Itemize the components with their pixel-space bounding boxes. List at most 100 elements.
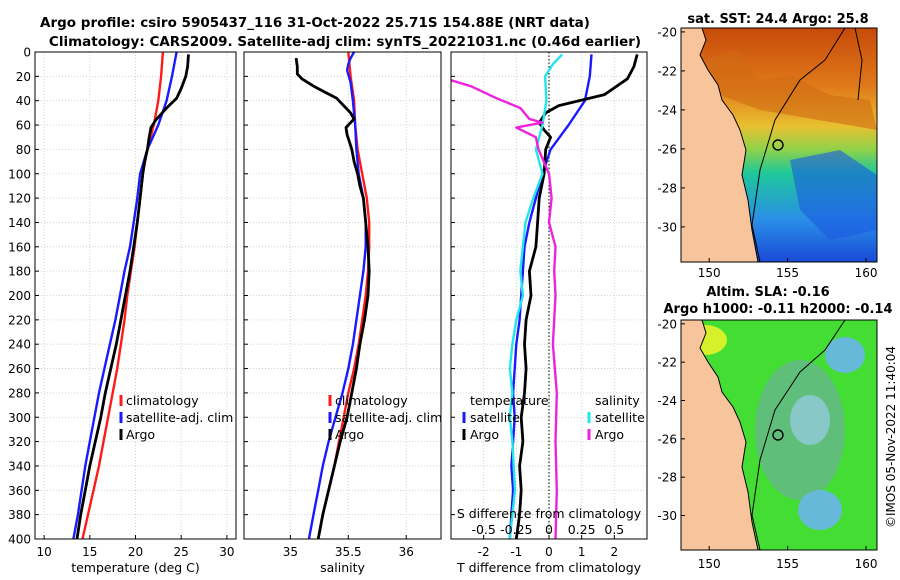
x-tick-label: -1: [510, 545, 522, 559]
s-tick-label: -0.25: [500, 522, 532, 537]
x-tick-label: 25: [174, 545, 189, 559]
y-tick-label: 380: [8, 508, 31, 522]
sla-land-mask: [681, 320, 759, 550]
series-line-t-argo: [514, 54, 639, 539]
series-line-satellite-adj-clim: [307, 52, 367, 539]
sla-low-core-3: [825, 337, 865, 373]
series-line-argo: [75, 54, 190, 539]
legend-label: climatology: [335, 393, 408, 408]
legend-label: satellite: [595, 410, 645, 425]
y-tick-label: 360: [8, 484, 31, 498]
sst-isobath-line-2: [854, 28, 863, 101]
legend-label: climatology: [126, 393, 199, 408]
sla-map-subtitle: Argo h1000: -0.11 h2000: -0.14: [663, 302, 892, 317]
map-y-tick-label: -30: [657, 220, 677, 234]
y-tick-label: 20: [16, 70, 31, 84]
sla-isobath-line: [751, 320, 846, 550]
s-tick-label: -0.5: [471, 522, 495, 537]
map-y-tick-label: -28: [657, 181, 677, 195]
sla-low-core: [790, 395, 830, 445]
map-y-tick-label: -24: [657, 394, 677, 408]
sst-cool-patch: [790, 150, 877, 240]
series-line-satellite-adj-clim: [72, 52, 178, 539]
sst-warm-patch: [705, 50, 877, 130]
y-tick-label: 340: [8, 459, 31, 473]
y-tick-label: 400: [8, 533, 31, 547]
map-y-tick-label: -20: [657, 317, 677, 331]
legend-label: Argo: [126, 427, 155, 442]
x-tick-label: 0: [545, 545, 553, 559]
sla-map: Altim. SLA: -0.16 Argo h1000: -0.11 h200…: [657, 285, 892, 571]
map-y-tick-label: -26: [657, 432, 677, 446]
x-tick-label: 10: [36, 545, 51, 559]
series-line-t-satellite: [508, 54, 593, 539]
map-y-tick-label: -28: [657, 471, 677, 485]
x-tick-label: 15: [82, 545, 97, 559]
title-line-1: Argo profile: csiro 5905437_116 31-Oct-2…: [40, 15, 590, 31]
map-x-tick-label: 160: [855, 557, 878, 571]
x-tick-label: 1: [578, 545, 586, 559]
map-y-tick-label: -22: [657, 64, 677, 78]
title-line-2: Climatology: CARS2009. Satellite-adj cli…: [49, 34, 641, 50]
x-tick-label: 35: [283, 545, 298, 559]
y-tick-label: 40: [16, 94, 31, 108]
sst-map-frame: [680, 27, 878, 263]
sla-low-core-2: [798, 490, 842, 530]
plot-frame: [450, 51, 648, 540]
s-tick-label: 0.25: [568, 522, 596, 537]
sst-land-mask: [681, 28, 759, 262]
map-x-tick-label: 150: [698, 557, 721, 571]
sla-profile-marker: [772, 429, 784, 441]
x-axis-label: T difference from climatology: [456, 560, 642, 575]
y-tick-label: 120: [8, 192, 31, 206]
y-tick-label: 160: [8, 240, 31, 254]
map-y-tick-label: -20: [657, 25, 677, 39]
map-x-tick-label: 155: [776, 266, 799, 280]
y-tick-label: 320: [8, 435, 31, 449]
series-line-s-argo: [451, 78, 558, 539]
x-tick-label: 36: [399, 545, 414, 559]
s-tick-label: 0.5: [604, 522, 624, 537]
temperature-panel: 0 20 40 60 80 100 120 140 160 180 200 220 240 260 280 3…: [8, 46, 237, 575]
map-y-tick-label: -30: [657, 509, 677, 523]
x-tick-label: 35.5: [335, 545, 362, 559]
y-tick-label: 60: [16, 119, 31, 133]
map-y-tick-label: -26: [657, 142, 677, 156]
sst-isobath-line: [751, 28, 846, 262]
sla-map-frame: [680, 319, 878, 551]
s-tick-label: 0: [545, 522, 553, 537]
y-tick-label: 200: [8, 289, 31, 303]
map-y-tick-label: -24: [657, 103, 677, 117]
y-tick-label: 280: [8, 386, 31, 400]
x-tick-label: 30: [219, 545, 234, 559]
legend-title-salinity: salinity: [595, 393, 640, 408]
sla-map-title: Altim. SLA: -0.16: [706, 285, 829, 300]
legend-label: satellite-adj. clim: [126, 410, 233, 425]
legend-label: satellite: [470, 410, 520, 425]
imos-watermark: ©IMOS 05-Nov-2022 11:40:04: [884, 346, 898, 528]
legend-label: Argo: [470, 427, 499, 442]
map-x-tick-label: 150: [698, 266, 721, 280]
x-axis-label: salinity: [320, 560, 365, 575]
plot-frame: [243, 51, 442, 540]
x-tick-label: -2: [478, 545, 490, 559]
sst-profile-marker: [772, 139, 784, 151]
legend-label: Argo: [595, 427, 624, 442]
y-tick-label: 100: [8, 167, 31, 181]
y-tick-label: 80: [16, 143, 31, 157]
y-tick-label: 260: [8, 362, 31, 376]
sst-map-title: sat. SST: 24.4 Argo: 25.8: [687, 12, 868, 27]
salinity-panel: 35 35.5 36 salinity climatology satellite-adj…: [243, 51, 442, 575]
y-tick-label: 240: [8, 338, 31, 352]
series-line-climatology: [81, 52, 165, 539]
y-tick-label: 300: [8, 411, 31, 425]
legend-title-temperature: temperature: [470, 393, 549, 408]
difference-panel: -2 -1 0 1 2T difference from climatology temp…: [450, 51, 648, 575]
series-line-argo: [294, 57, 371, 539]
s-axis-label: S difference from climatology: [457, 506, 642, 521]
x-tick-label: 2: [611, 545, 619, 559]
map-x-tick-label: 155: [776, 557, 799, 571]
temperature-series-group: [72, 52, 190, 539]
series-line-s-satellite: [508, 53, 563, 539]
